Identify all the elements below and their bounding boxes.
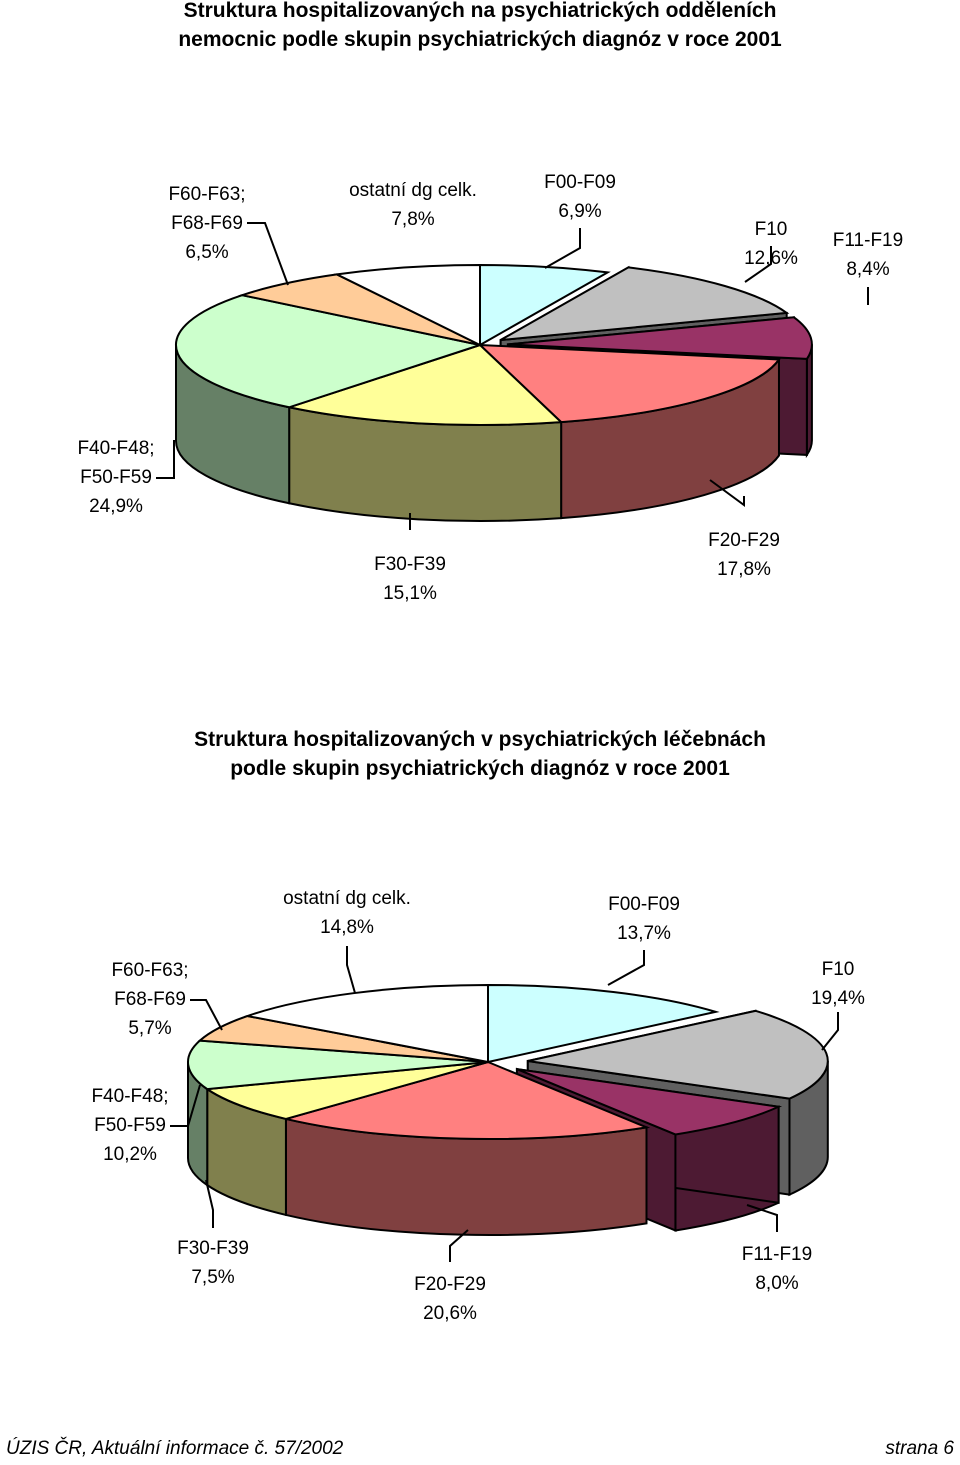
chart-1-slice-6-label-2: F50-F59	[80, 467, 152, 488]
chart-2-slice-3-label-1: F11-F19	[742, 1244, 812, 1265]
chart-2-slice-4-label-2: 20,6%	[423, 1303, 477, 1324]
chart-2-slice-2-top	[527, 1009, 829, 1100]
chart-1-slice-6-label-3: 24,9%	[89, 496, 143, 517]
chart-2-slice-1-label-1: F00-F09	[608, 894, 680, 915]
chart-2-slice-8-label-1: ostatní dg celk.	[283, 888, 411, 909]
chart-2-slice-5-top	[204, 1061, 489, 1120]
chart-2-slice-5-leader	[205, 1179, 214, 1228]
chart-2-slice-5-label-2: 7,5%	[191, 1267, 234, 1288]
chart-1-slice-1-leader	[544, 228, 581, 269]
chart-1-title-line-1: Struktura hospitalizovaných na psychiatr…	[183, 0, 777, 22]
chart-1-slice-3-label-2: 8,4%	[846, 259, 889, 280]
chart-2-slice-7-leader	[190, 999, 223, 1031]
chart-2-slice-6-label-1: F40-F48;	[91, 1086, 168, 1107]
chart-2-slice-8-label-2: 14,8%	[320, 917, 374, 938]
chart-2-title-line-2: podle skupin psychiatrických diagnóz v r…	[230, 757, 730, 780]
chart-1-slice-5-label-1: F30-F39	[374, 554, 446, 575]
chart-1-slice-1-label-2: 6,9%	[558, 201, 601, 222]
chart-2-title: Struktura hospitalizovaných v psychiatri…	[0, 725, 960, 783]
chart-1-slice-2-leader	[744, 246, 772, 283]
chart-2-slice-3-top	[516, 1068, 783, 1136]
chart-1-slice-2-label-1: F10	[755, 219, 788, 240]
chart-2-slice-7-label-3: 5,7%	[128, 1018, 171, 1039]
chart-2-slice-8-top	[243, 983, 489, 1064]
chart-1-slice-4-label-2: 17,8%	[717, 559, 771, 580]
chart-2-title-line-1: Struktura hospitalizovaných v psychiatri…	[194, 728, 766, 751]
chart-1-slice-2-top	[500, 266, 790, 342]
chart-2-pie: F00-F09 13,7% F10 19,4% F11-F19 8,0% F20-F29 20…	[91, 888, 865, 1324]
chart-1-slice-7-top	[238, 273, 481, 346]
chart-2-slice-2-label-2: 19,4%	[811, 988, 865, 1009]
chart-2-slice-4-leader	[449, 1229, 469, 1262]
chart-1-slice-4-top	[477, 343, 781, 424]
chart-2-slice-7-label-2: F68-F69	[114, 989, 186, 1010]
page-footer: ÚZIS ČR, Aktuální informace č. 57/2002 s…	[6, 1438, 954, 1464]
chart-1-slice-8-top	[333, 263, 481, 347]
chart-2-slice-5-label-1: F30-F39	[177, 1238, 249, 1259]
chart-2-slice-1-label-2: 13,7%	[617, 923, 671, 944]
chart-1-slice-3-label-1: F11-F19	[833, 230, 903, 251]
chart-1-slice-7-label-2: F68-F69	[171, 213, 243, 234]
chart-2-slice-6-leader	[170, 1084, 201, 1127]
chart-1-slice-7-label-1: F60-F63;	[168, 184, 245, 205]
chart-2-slice-6-label-3: 10,2%	[103, 1144, 157, 1165]
chart-2-slice-6-label-2: F50-F59	[94, 1115, 166, 1136]
chart-2-slice-2-label-1: F10	[822, 959, 855, 980]
chart-1-slice-1-label-1: F00-F09	[544, 172, 616, 193]
footer-page-number: strana 6	[885, 1438, 954, 1459]
chart-1-slice-4-label-1: F20-F29	[708, 530, 780, 551]
chart-1-slice-6-leader	[156, 440, 175, 479]
chart-1-pie: F00-F096,9%F1012,6%F11-F198,4%F20-F2917,…	[77, 172, 903, 604]
chart-2-slice-7-label-1: F60-F63;	[111, 960, 188, 981]
chart-2-slice-1-top	[487, 983, 720, 1064]
footer-source: ÚZIS ČR, Aktuální informace č. 57/2002	[6, 1438, 344, 1459]
chart-1-slice-5-top	[285, 343, 564, 426]
chart-1-slice-3-top	[507, 316, 813, 360]
chart-1-slice-7-label-3: 6,5%	[185, 242, 228, 263]
chart-2-slice-3-label-2: 8,0%	[755, 1273, 798, 1294]
chart-1-title: Struktura hospitalizovaných na psychiatr…	[0, 0, 960, 54]
chart-2-slice-1-leader	[607, 950, 645, 986]
chart-2-slice-4-label-1: F20-F29	[414, 1274, 486, 1295]
chart-2-slice-6-top	[187, 1039, 489, 1091]
chart-1-slice-8-label-2: 7,8%	[391, 209, 434, 230]
chart-1-title-line-2: nemocnic podle skupin psychiatrických di…	[178, 28, 782, 51]
chart-2-slice-3-leader	[746, 1204, 778, 1232]
chart-2-slice-8-leader	[346, 946, 356, 994]
chart-1-slice-6-label-1: F40-F48;	[77, 438, 154, 459]
chart-1-slice-7-leader	[247, 222, 289, 286]
chart-2-slice-4-top	[285, 1060, 651, 1140]
chart-2-slice-2-leader	[821, 1012, 839, 1051]
chart-1-slice-6-top	[175, 294, 484, 409]
chart-1-slice-5-label-2: 15,1%	[383, 583, 437, 604]
chart-1-slice-8-label-1: ostatní dg celk.	[349, 180, 477, 201]
chart-1-slice-4-leader	[709, 479, 745, 507]
